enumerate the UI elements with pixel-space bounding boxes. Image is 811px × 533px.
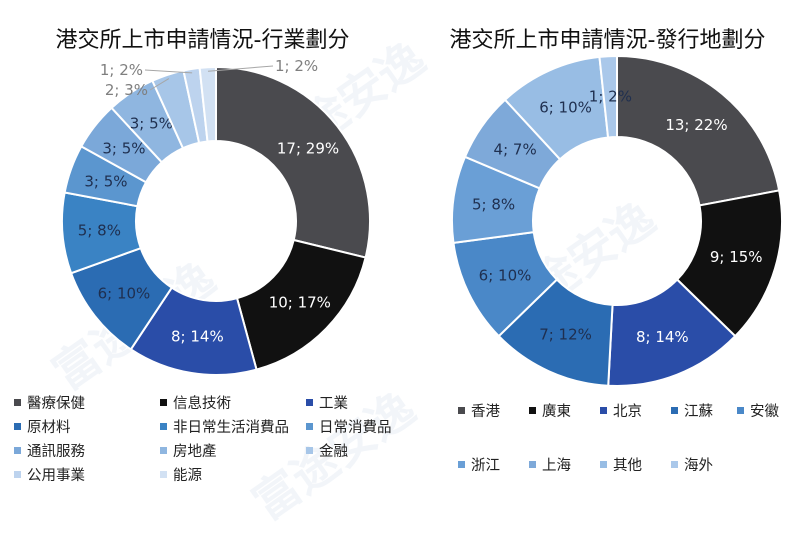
legend-item-industry-1: 信息技術: [160, 392, 231, 413]
legend-swatch-industry-3: [14, 423, 21, 430]
legend-swatch-location-5: [458, 461, 465, 468]
leader-line-industry-9: [144, 69, 193, 74]
legend-item-location-3: 江蘇: [671, 400, 713, 421]
legend-item-location-5: 浙江: [458, 454, 500, 475]
data-label-industry-4: 5; 8%: [78, 221, 121, 239]
legend-item-industry-9: 公用事業: [14, 464, 85, 485]
legend-swatch-industry-10: [160, 471, 167, 478]
data-label-industry-2: 8; 14%: [171, 328, 224, 346]
data-label-location-0: 13; 22%: [665, 116, 727, 134]
data-label-industry-10: 1; 2%: [275, 57, 318, 75]
data-label-location-5: 5; 8%: [472, 195, 515, 213]
legend-label-industry-1: 信息技術: [173, 396, 231, 412]
legend-swatch-location-1: [529, 407, 536, 414]
data-label-location-8: 1; 2%: [589, 88, 632, 106]
legend-swatch-location-0: [458, 407, 465, 414]
legend-swatch-location-7: [600, 461, 607, 468]
legend-label-industry-0: 醫療保健: [27, 396, 85, 412]
legend-label-industry-7: 房地產: [173, 444, 217, 460]
data-label-industry-1: 10; 17%: [269, 294, 331, 312]
leader-line-industry-8: [149, 78, 170, 91]
chart-title-industry: 港交所上市申請情況-行業劃分: [55, 28, 350, 53]
donut-slice-industry-10: [198, 65, 217, 143]
chart-title-issuance-location: 港交所上市申請情況-發行地劃分: [449, 28, 766, 53]
data-label-location-3: 7; 12%: [539, 325, 592, 343]
donut-slice-location-0: [616, 54, 781, 207]
legend-item-industry-3: 原材料: [14, 416, 71, 437]
data-label-industry-6: 3; 5%: [102, 140, 145, 158]
legend-swatch-industry-8: [306, 447, 313, 454]
legend-label-industry-3: 原材料: [27, 420, 71, 436]
legend-label-location-7: 其他: [613, 458, 642, 474]
legend-swatch-industry-7: [160, 447, 167, 454]
legend-label-industry-8: 金融: [319, 444, 348, 460]
legend-item-location-1: 廣東: [529, 400, 571, 421]
donut-slice-industry-0: [215, 65, 371, 259]
data-label-industry-5: 3; 5%: [84, 172, 127, 190]
legend-item-industry-10: 能源: [160, 464, 202, 485]
legend-label-location-0: 香港: [471, 404, 500, 420]
legend-swatch-location-4: [737, 407, 744, 414]
donut-slice-location-8: [598, 54, 618, 139]
legend-item-industry-5: 日常消費品: [306, 416, 392, 437]
data-label-industry-8: 2; 3%: [105, 81, 148, 99]
legend-label-location-6: 上海: [542, 458, 571, 474]
legend-item-location-7: 其他: [600, 454, 642, 475]
data-label-industry-7: 3; 5%: [130, 115, 173, 133]
legend-item-industry-6: 通訊服務: [14, 440, 85, 461]
legend-label-industry-10: 能源: [173, 468, 202, 484]
legend-label-industry-5: 日常消費品: [319, 420, 392, 436]
data-label-location-2: 8; 14%: [636, 328, 689, 346]
leader-line-industry-10: [207, 65, 274, 72]
data-label-location-4: 6; 10%: [479, 266, 532, 284]
legend-item-industry-8: 金融: [306, 440, 348, 461]
data-label-location-6: 4; 7%: [494, 140, 537, 158]
legend-swatch-location-8: [671, 461, 678, 468]
donut-charts: 17; 29% 10; 17% 8; 14% 6; 10% 5; 8% 3; 5% 3; 5…: [61, 54, 783, 387]
data-label-industry-9: 1; 2%: [100, 61, 143, 79]
legend-swatch-location-6: [529, 461, 536, 468]
legend-item-industry-0: 醫療保健: [14, 392, 85, 413]
legend-item-location-2: 北京: [600, 400, 642, 421]
legend-swatch-industry-1: [160, 399, 167, 406]
data-label-industry-0: 17; 29%: [277, 140, 339, 158]
legend-item-location-4: 安徽: [737, 400, 779, 421]
legend-label-location-2: 北京: [613, 404, 642, 420]
legend-item-location-0: 香港: [458, 400, 500, 421]
data-label-location-1: 9; 15%: [710, 248, 763, 266]
legend-swatch-location-3: [671, 407, 678, 414]
legend-swatch-industry-6: [14, 447, 21, 454]
legend-swatch-industry-4: [160, 423, 167, 430]
legend-item-industry-2: 工業: [306, 392, 348, 413]
legend-item-industry-7: 房地產: [160, 440, 217, 461]
legend-label-location-4: 安徽: [750, 404, 779, 420]
legend-label-industry-9: 公用事業: [27, 468, 85, 484]
legend-label-location-1: 廣東: [542, 404, 571, 420]
legend-label-industry-6: 通訊服務: [27, 444, 85, 460]
legend-swatch-industry-9: [14, 471, 21, 478]
legend-label-location-5: 浙江: [471, 458, 500, 474]
legend-label-industry-2: 工業: [319, 396, 348, 412]
legend-swatch-industry-5: [306, 423, 313, 430]
legend-item-location-6: 上海: [529, 454, 571, 475]
legend-swatch-industry-0: [14, 399, 21, 406]
data-label-industry-3: 6; 10%: [98, 284, 151, 302]
legend-item-industry-4: 非日常生活消費品: [160, 416, 289, 437]
legend-swatch-location-2: [600, 407, 607, 414]
data-label-location-7: 6; 10%: [539, 99, 592, 117]
legend-label-industry-4: 非日常生活消費品: [173, 420, 289, 436]
legend-label-location-3: 江蘇: [684, 404, 713, 420]
legend-swatch-industry-2: [306, 399, 313, 406]
legend-item-location-8: 海外: [671, 454, 713, 475]
legend-label-location-8: 海外: [684, 458, 713, 474]
